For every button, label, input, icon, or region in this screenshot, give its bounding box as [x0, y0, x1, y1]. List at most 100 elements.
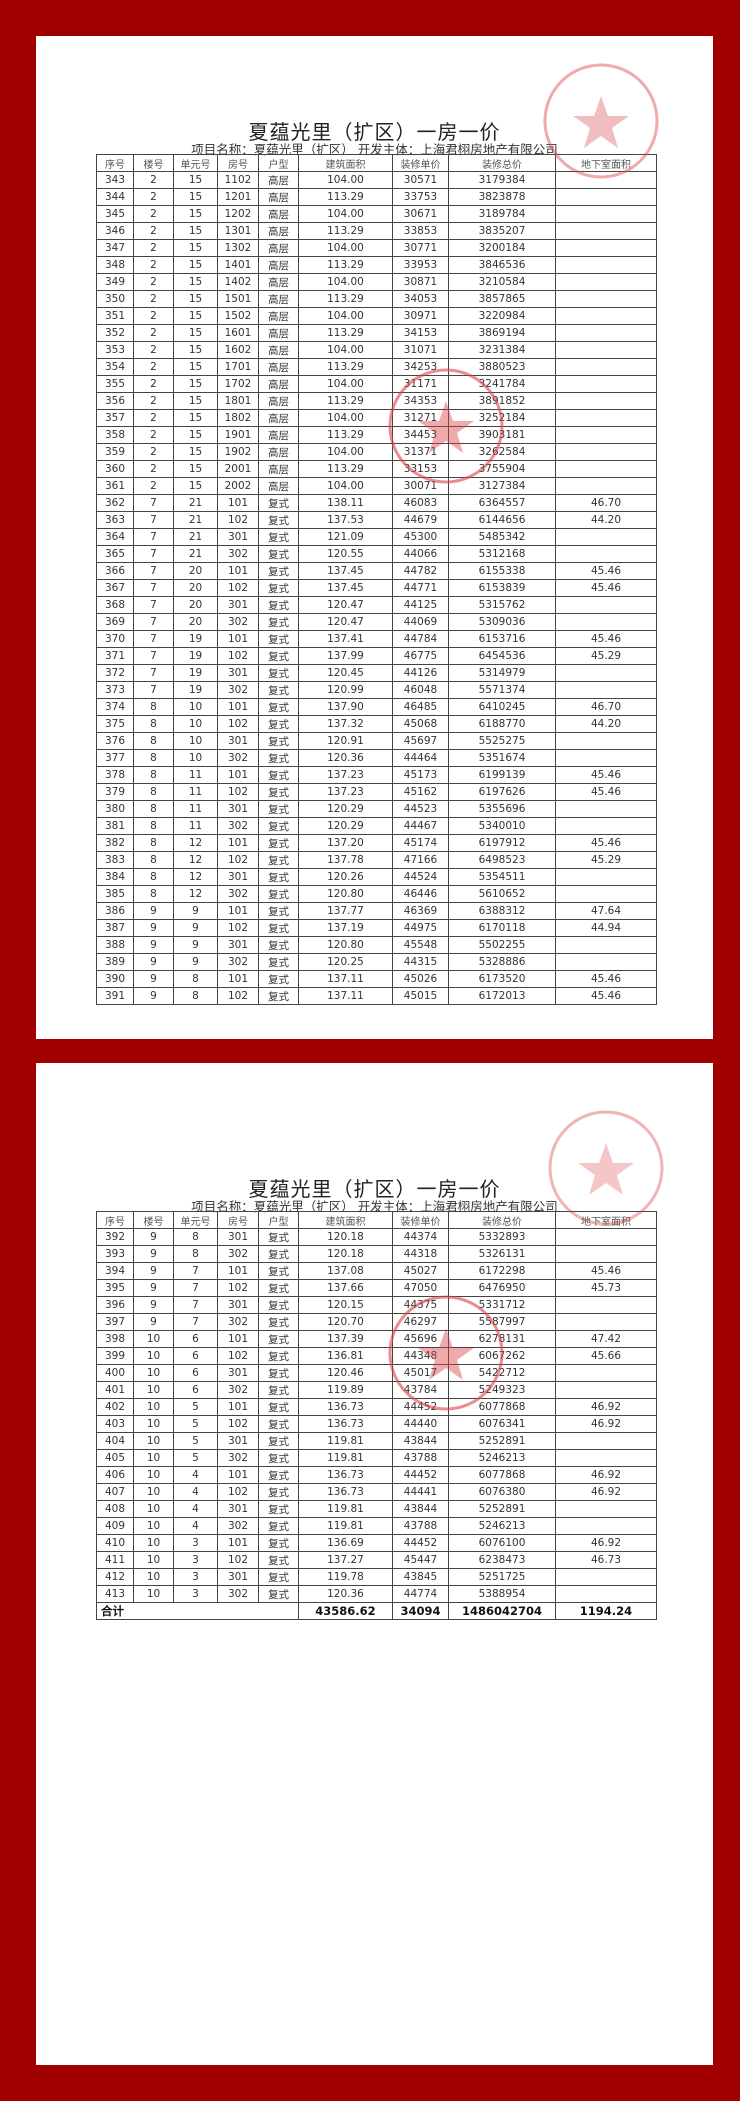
cell-area: 136.73: [298, 1398, 393, 1416]
cell-unit-price: 44315: [392, 953, 449, 971]
cell-basement-area: 44.20: [555, 715, 657, 733]
cell-seq: 377: [96, 749, 134, 767]
cell-area: 113.29: [298, 188, 393, 206]
cell-basement-area: 45.46: [555, 783, 657, 801]
cell-seq: 371: [96, 647, 134, 665]
cell-total-price: 3880523: [448, 358, 556, 376]
cell-basement-area: [555, 1296, 657, 1314]
cell-basement-area: 45.66: [555, 1347, 657, 1365]
cell-unit-price: 44441: [392, 1483, 449, 1501]
cell-seq: 388: [96, 936, 134, 954]
cell-seq: 367: [96, 579, 134, 597]
cell-total-price: 6278131: [448, 1330, 556, 1348]
header-unit: 单元号: [173, 154, 218, 172]
cell-total-price: 5331712: [448, 1296, 556, 1314]
cell-basement-area: [555, 664, 657, 682]
cell-total-price: 5326131: [448, 1245, 556, 1263]
cell-basement-area: [555, 1517, 657, 1535]
cell-building: 8: [133, 783, 174, 801]
cell-type: 复式: [258, 783, 299, 801]
cell-type: 高层: [258, 358, 299, 376]
cell-building: 7: [133, 630, 174, 648]
cell-type: 高层: [258, 324, 299, 342]
cell-unit-price: 45447: [392, 1551, 449, 1569]
cell-building: 2: [133, 290, 174, 308]
cell-room: 302: [217, 885, 259, 903]
cell-type: 高层: [258, 341, 299, 359]
cell-area: 120.18: [298, 1245, 393, 1263]
cell-basement-area: [555, 868, 657, 886]
header-unit: 单元号: [173, 1211, 218, 1229]
table-row: 404 10 5 301 复式 119.81 43844 5252891: [96, 1432, 657, 1450]
cell-type: 复式: [258, 953, 299, 971]
cell-seq: 376: [96, 732, 134, 750]
cell-basement-area: 46.92: [555, 1415, 657, 1433]
cell-total-price: 5502255: [448, 936, 556, 954]
cell-unit-price: 44523: [392, 800, 449, 818]
cell-seq: 359: [96, 443, 134, 461]
cell-unit-price: 44066: [392, 545, 449, 563]
cell-total-price: 3869194: [448, 324, 556, 342]
cell-room: 101: [217, 1398, 259, 1416]
cell-total-price: 3241784: [448, 375, 556, 393]
cell-unit: 8: [173, 1228, 218, 1246]
header-total-price: 装修总价: [448, 154, 556, 172]
cell-area: 137.23: [298, 783, 393, 801]
cell-total-price: 6077868: [448, 1466, 556, 1484]
cell-unit: 12: [173, 834, 218, 852]
cell-area: 104.00: [298, 171, 393, 189]
cell-total-price: 5351674: [448, 749, 556, 767]
page-subtitle: 项目名称：夏蕴光里（扩区） 开发主体：上海君栩房地产有限公司: [191, 142, 558, 157]
cell-seq: 364: [96, 528, 134, 546]
cell-unit-price: 44524: [392, 868, 449, 886]
table-row: 343 2 15 1102 高层 104.00 30571 3179384: [96, 171, 657, 189]
cell-total-price: 6170118: [448, 919, 556, 937]
cell-total-price: 5332893: [448, 1228, 556, 1246]
cell-basement-area: 45.46: [555, 1262, 657, 1280]
cell-total-price: 3857865: [448, 290, 556, 308]
table-row: 358 2 15 1901 高层 113.29 34453 3903181: [96, 426, 657, 444]
cell-building: 2: [133, 409, 174, 427]
cell-unit: 3: [173, 1551, 218, 1569]
cell-room: 102: [217, 783, 259, 801]
cell-building: 8: [133, 885, 174, 903]
cell-unit: 3: [173, 1534, 218, 1552]
cell-building: 7: [133, 562, 174, 580]
cell-total-price: 3252184: [448, 409, 556, 427]
cell-basement-area: [555, 1245, 657, 1263]
cell-basement-area: 46.92: [555, 1534, 657, 1552]
cell-unit: 19: [173, 647, 218, 665]
cell-total-price: 3210584: [448, 273, 556, 291]
cell-unit: 11: [173, 817, 218, 835]
cell-room: 1702: [217, 375, 259, 393]
cell-type: 复式: [258, 1534, 299, 1552]
page-title: 夏蕴光里（扩区）一房一价: [248, 1177, 501, 1201]
cell-area: 137.45: [298, 579, 393, 597]
cell-seq: 398: [96, 1330, 134, 1348]
cell-type: 复式: [258, 596, 299, 614]
cell-unit: 15: [173, 239, 218, 257]
cell-unit-price: 45027: [392, 1262, 449, 1280]
cell-basement-area: [555, 307, 657, 325]
cell-unit-price: 44452: [392, 1398, 449, 1416]
cell-unit: 4: [173, 1466, 218, 1484]
table-row: 368 7 20 301 复式 120.47 44125 5315762: [96, 596, 657, 614]
cell-room: 301: [217, 528, 259, 546]
cell-area: 113.29: [298, 392, 393, 410]
cell-unit: 15: [173, 443, 218, 461]
cell-area: 121.09: [298, 528, 393, 546]
cell-seq: 375: [96, 715, 134, 733]
cell-unit-price: 30071: [392, 477, 449, 495]
cell-area: 113.29: [298, 460, 393, 478]
cell-unit-price: 44464: [392, 749, 449, 767]
cell-seq: 352: [96, 324, 134, 342]
cell-total-price: 6067262: [448, 1347, 556, 1365]
cell-basement-area: 46.92: [555, 1466, 657, 1484]
cell-seq: 360: [96, 460, 134, 478]
cell-basement-area: 45.46: [555, 562, 657, 580]
cell-basement-area: [555, 817, 657, 835]
cell-area: 138.11: [298, 494, 393, 512]
table-row: 375 8 10 102 复式 137.32 45068 6188770 44.20: [96, 715, 657, 733]
cell-building: 2: [133, 273, 174, 291]
cell-type: 复式: [258, 1279, 299, 1297]
